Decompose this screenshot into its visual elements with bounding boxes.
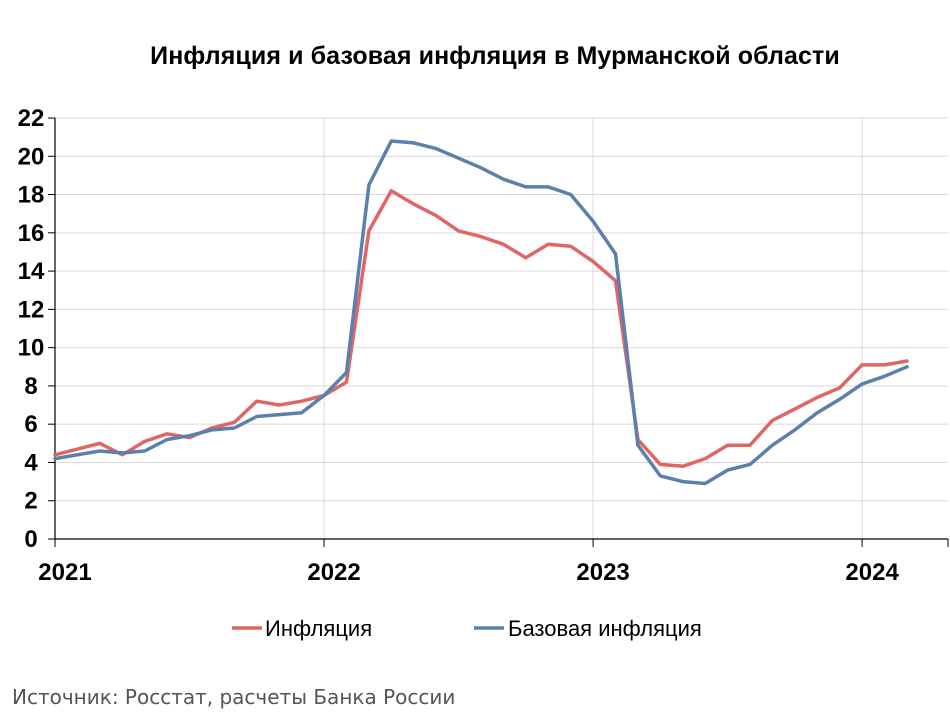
chart-title: Инфляция и базовая инфляция в Мурманской… bbox=[150, 42, 840, 70]
y-tick-label-16: 16 bbox=[18, 220, 45, 247]
y-tick-label-4: 4 bbox=[24, 449, 38, 476]
legend: Инфляция Базовая инфляция bbox=[232, 616, 702, 641]
y-tick-label-12: 12 bbox=[18, 296, 45, 323]
series-line-core-inflation bbox=[53, 139, 909, 486]
y-axis-tick-labels: 0 2 4 6 8 10 12 14 16 18 20 22 bbox=[18, 105, 45, 553]
y-tick-label-0: 0 bbox=[24, 526, 37, 553]
y-tick-label-6: 6 bbox=[24, 411, 37, 438]
y-tick-label-22: 22 bbox=[18, 105, 45, 132]
x-axis-tick-labels: 2021 2022 2023 2024 bbox=[38, 559, 899, 586]
x-tick-label-2021: 2021 bbox=[38, 559, 91, 586]
x-tick-label-2022: 2022 bbox=[307, 559, 360, 586]
y-tick-label-2: 2 bbox=[24, 488, 37, 515]
legend-label-inflation: Инфляция bbox=[265, 616, 372, 641]
y-tick-label-18: 18 bbox=[18, 182, 45, 209]
series-lines bbox=[53, 139, 909, 486]
source-note: Источник: Росстат, расчеты Банка России bbox=[12, 685, 456, 709]
y-tick-label-10: 10 bbox=[18, 335, 45, 362]
x-tick-label-2024: 2024 bbox=[845, 559, 899, 586]
y-tick-label-14: 14 bbox=[18, 258, 45, 285]
grid-lines bbox=[55, 117, 948, 539]
x-tick-label-2023: 2023 bbox=[576, 559, 629, 586]
legend-label-core-inflation: Базовая инфляция bbox=[508, 616, 702, 641]
y-tick-label-8: 8 bbox=[24, 373, 37, 400]
series-line-inflation bbox=[53, 188, 909, 469]
y-tick-label-20: 20 bbox=[18, 143, 45, 170]
axes bbox=[48, 117, 949, 547]
